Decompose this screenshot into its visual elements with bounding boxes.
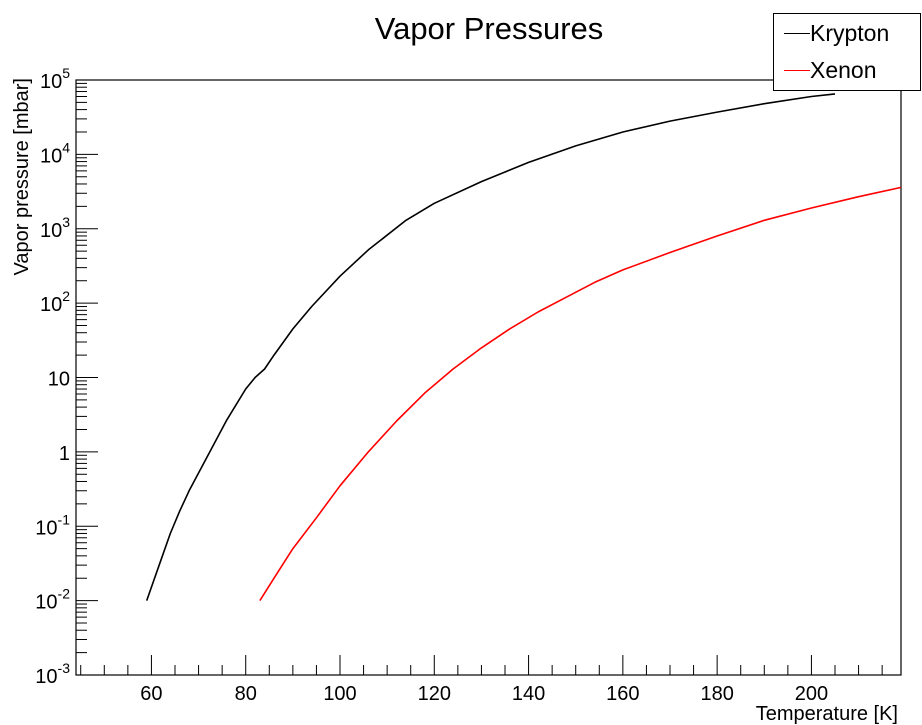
legend-label-xenon: Xenon xyxy=(810,56,877,83)
y-tick-exponent: 3 xyxy=(62,214,70,230)
plot-area xyxy=(75,79,902,676)
y-tick-label: 105 xyxy=(40,65,70,93)
x-tick-label: 60 xyxy=(140,683,162,705)
y-tick-exponent: -1 xyxy=(58,511,71,527)
y-tick-label: 104 xyxy=(40,139,70,167)
y-tick-base: 10 xyxy=(40,145,62,167)
y-tick-base: 10 xyxy=(40,71,62,93)
x-tick-label: 120 xyxy=(418,683,451,705)
y-axis-label: Vapor pressure [mbar] xyxy=(11,78,33,276)
x-tick-label: 100 xyxy=(323,683,356,705)
y-tick-label: 10-3 xyxy=(35,660,70,688)
y-tick-exponent: 5 xyxy=(62,65,70,81)
legend-swatch-xenon xyxy=(784,69,810,71)
x-tick-label: 140 xyxy=(512,683,545,705)
legend-label-krypton: Krypton xyxy=(810,19,890,46)
series-line-krypton xyxy=(145,93,836,601)
series-line-xenon xyxy=(259,186,902,602)
x-axis: 60 80 100 120 140 160 180 200 xyxy=(80,655,883,705)
chart-title: Vapor Pressures xyxy=(375,11,604,46)
y-tick-label: 10-1 xyxy=(35,511,70,539)
y-tick-label: 102 xyxy=(40,288,70,316)
legend-item-krypton: Krypton xyxy=(784,17,889,49)
x-tick-label: 80 xyxy=(235,683,257,705)
y-tick-base: 1 xyxy=(59,443,70,465)
series-layer xyxy=(145,93,902,602)
y-tick-exponent: 4 xyxy=(62,139,70,155)
y-tick-label: 103 xyxy=(40,214,70,242)
y-tick-label: 10 xyxy=(48,369,70,391)
y-tick-exponent: -3 xyxy=(58,660,71,676)
x-axis-label: Temperature [K] xyxy=(756,703,898,725)
y-tick-base: 10 xyxy=(40,220,62,242)
y-tick-base: 10 xyxy=(35,517,57,539)
y-tick-base: 10 xyxy=(40,294,62,316)
x-tick-label: 180 xyxy=(700,683,733,705)
y-tick-exponent: 2 xyxy=(62,288,70,304)
plot-frame xyxy=(75,79,902,676)
x-tick-label: 200 xyxy=(795,683,828,705)
y-tick-base: 10 xyxy=(35,592,57,614)
y-tick-base: 10 xyxy=(35,666,57,688)
y-tick-label: 10-2 xyxy=(35,586,70,614)
legend-item-xenon: Xenon xyxy=(784,54,877,86)
x-tick-label: 160 xyxy=(606,683,639,705)
y-tick-base: 10 xyxy=(48,369,70,391)
legend: Krypton Xenon xyxy=(773,13,921,91)
y-tick-exponent: -2 xyxy=(58,586,71,602)
y-tick-label: 1 xyxy=(59,443,70,465)
legend-swatch-krypton xyxy=(784,32,810,34)
